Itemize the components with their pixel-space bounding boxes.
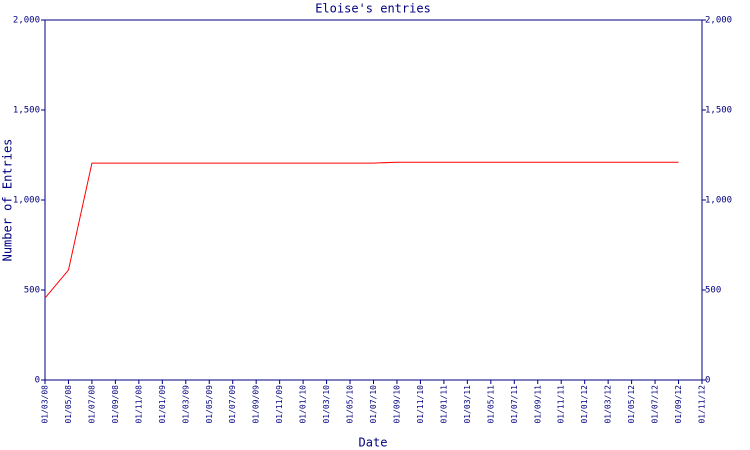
- x-tick-label: 01/03/09: [181, 385, 190, 424]
- x-tick-label: 01/11/10: [416, 385, 425, 424]
- x-tick-label: 01/11/11: [557, 385, 566, 424]
- x-tick-label: 01/01/10: [299, 385, 308, 424]
- x-tick-label: 01/07/10: [369, 385, 378, 424]
- x-tick-label: 01/09/11: [533, 385, 542, 424]
- x-tick-label: 01/05/09: [205, 385, 214, 424]
- x-tick-label: 01/05/10: [346, 385, 355, 424]
- x-tick-label: 01/07/09: [228, 385, 237, 424]
- x-tick-label: 01/01/12: [580, 385, 589, 424]
- y-tick-label: 1,500: [13, 106, 40, 116]
- y-tick-label: 500: [24, 286, 40, 296]
- x-tick-label: 01/05/11: [486, 385, 495, 424]
- x-tick-label: 01/03/11: [463, 385, 472, 424]
- x-tick-label: 01/09/08: [111, 385, 120, 424]
- x-tick-label: 01/07/08: [87, 385, 96, 424]
- y2-tick-label: 2,000: [705, 16, 732, 26]
- x-tick-label: 01/11/08: [134, 385, 143, 424]
- y-tick-label: 2,000: [13, 16, 40, 26]
- x-tick-label: 01/09/12: [674, 385, 683, 424]
- y2-tick-label: 1,000: [705, 196, 732, 206]
- x-tick-label: 01/03/08: [41, 385, 50, 424]
- data-line: [44, 161, 679, 299]
- x-tick-label: 01/11/09: [275, 385, 284, 424]
- y-axis-label: Number of Entries: [1, 139, 15, 262]
- x-tick-label: 01/11/12: [698, 385, 707, 424]
- y-tick-label: 0: [35, 376, 40, 386]
- x-tick-label: 01/07/11: [510, 385, 519, 424]
- x-tick-label: 01/07/12: [651, 385, 660, 424]
- y-tick-label: 1,000: [13, 196, 40, 206]
- x-tick-label: 01/03/10: [322, 385, 331, 424]
- x-tick-label: 01/01/09: [158, 385, 167, 424]
- x-tick-label: 01/05/08: [64, 385, 73, 424]
- x-tick-label: 01/09/09: [252, 385, 261, 424]
- y2-tick-label: 0: [705, 376, 710, 386]
- chart-title: Eloise's entries: [315, 2, 431, 16]
- x-tick-label: 01/05/12: [627, 385, 636, 424]
- x-tick-label: 01/01/11: [439, 385, 448, 424]
- y2-tick-label: 500: [705, 286, 721, 296]
- x-tick-label: 01/09/10: [392, 385, 401, 424]
- y2-tick-label: 1,500: [705, 106, 732, 116]
- x-tick-label: 01/03/12: [604, 385, 613, 424]
- x-axis-label: Date: [359, 436, 388, 450]
